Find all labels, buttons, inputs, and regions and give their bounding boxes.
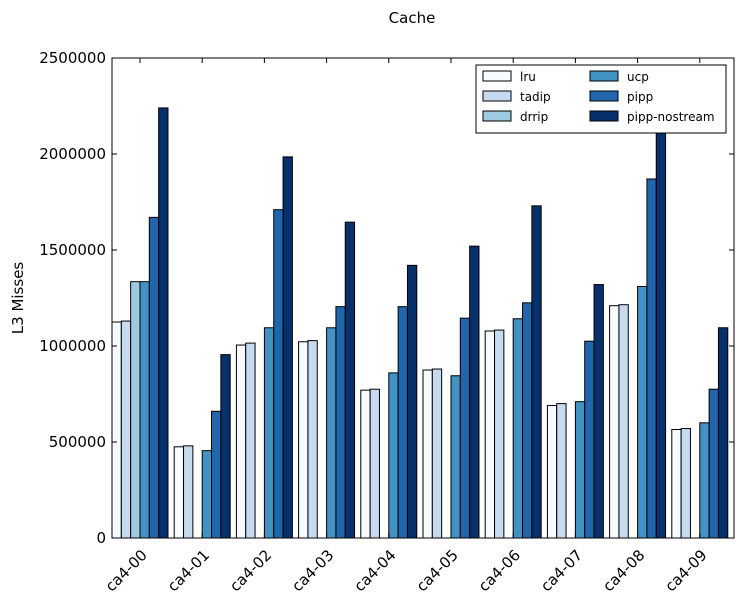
x-tick-label-ca4-00: ca4-00 — [102, 546, 151, 595]
bar-pipp-nostream-ca4-05 — [469, 245, 480, 539]
bar-pipp-nostream-ca4-08 — [655, 128, 667, 539]
bar-tadip-ca4-06 — [494, 329, 505, 539]
bar-tadip-ca4-07 — [556, 403, 567, 539]
bar-ucp-ca4-06 — [512, 318, 524, 539]
x-tick-label-ca4-08: ca4-08 — [599, 546, 648, 595]
y-axis-label: L3 Misses — [9, 262, 27, 335]
x-tick-label-ca4-06: ca4-06 — [475, 546, 524, 595]
x-tick-label-ca4-02: ca4-02 — [226, 546, 275, 595]
bar-pipp-ca4-07 — [584, 340, 595, 539]
legend-label-lru: lru — [520, 70, 536, 84]
bar-lru-ca4-00 — [111, 321, 122, 539]
bars-layer — [111, 107, 729, 539]
legend-label-pipp-nostream: pipp-nostream — [627, 110, 715, 124]
bar-ucp-ca4-04 — [388, 372, 399, 539]
bar-lru-ca4-06 — [484, 330, 496, 539]
bar-ucp-ca4-07 — [574, 401, 586, 539]
legend: lru tadip drrip ucp pipp pipp-nostream — [475, 64, 727, 134]
bar-ucp-ca4-08 — [637, 285, 648, 539]
bar-pipp-ca4-02 — [273, 209, 284, 539]
bar-ucp-ca4-03 — [326, 327, 337, 539]
bar-ucp-ca4-01 — [201, 450, 213, 539]
bar-ucp-ca4-09 — [699, 422, 710, 539]
bar-pipp-ca4-06 — [522, 302, 533, 539]
bar-pipp-nostream-ca4-03 — [344, 221, 356, 539]
bar-ucp-ca4-05 — [450, 375, 461, 539]
y-tick-label: 1000000 — [39, 337, 106, 355]
bar-drrip-ca4-00 — [130, 281, 141, 539]
bar-pipp-ca4-01 — [211, 410, 222, 539]
bar-pipp-nostream-ca4-04 — [406, 264, 418, 539]
bar-lru-ca4-08 — [609, 305, 620, 539]
bar-tadip-ca4-05 — [431, 368, 443, 539]
x-tick-label-ca4-09: ca4-09 — [661, 546, 710, 595]
bar-tadip-ca4-04 — [369, 388, 380, 539]
bar-pipp-ca4-05 — [459, 317, 471, 539]
legend-label-pipp: pipp — [627, 90, 653, 104]
bar-lru-ca4-02 — [235, 344, 247, 539]
bar-tadip-ca4-00 — [120, 320, 132, 539]
y-tick-label: 0 — [96, 529, 106, 547]
bar-pipp-ca4-00 — [148, 216, 160, 539]
legend-swatch-pipp-nostream — [589, 110, 619, 122]
bar-pipp-nostream-ca4-09 — [717, 327, 729, 539]
legend-swatch-drrip — [482, 110, 512, 122]
bar-pipp-nostream-ca4-06 — [531, 205, 542, 539]
x-tick-label-ca4-07: ca4-07 — [537, 546, 586, 595]
legend-swatch-ucp — [589, 70, 619, 82]
bar-tadip-ca4-02 — [245, 342, 256, 539]
y-tick-label: 2500000 — [39, 49, 106, 67]
bar-pipp-nostream-ca4-02 — [282, 156, 293, 539]
plot-frame — [111, 57, 735, 539]
legend-swatch-pipp — [589, 90, 619, 102]
y-tick-label: 500000 — [49, 433, 106, 451]
bar-lru-ca4-03 — [298, 341, 309, 539]
bar-lru-ca4-05 — [422, 369, 433, 539]
legend-label-tadip: tadip — [520, 90, 551, 104]
bar-tadip-ca4-08 — [618, 304, 629, 539]
bar-pipp-ca4-04 — [397, 306, 408, 539]
bar-lru-ca4-04 — [360, 389, 371, 539]
x-tick-label-ca4-03: ca4-03 — [288, 546, 337, 595]
bar-tadip-ca4-01 — [183, 445, 194, 539]
bar-pipp-ca4-09 — [708, 388, 719, 539]
bar-lru-ca4-07 — [546, 405, 558, 539]
y-tick-label: 1500000 — [39, 241, 106, 259]
chart-title: Cache — [389, 9, 436, 27]
x-tick-label-ca4-01: ca4-01 — [164, 546, 213, 595]
bar-ucp-ca4-02 — [263, 327, 275, 539]
bar-tadip-ca4-03 — [307, 340, 318, 539]
y-tick-label: 2000000 — [39, 145, 106, 163]
bar-pipp-nostream-ca4-00 — [158, 107, 169, 539]
bar-tadip-ca4-09 — [680, 428, 691, 539]
bar-lru-ca4-01 — [173, 446, 185, 539]
bar-pipp-ca4-08 — [646, 178, 657, 539]
bar-pipp-nostream-ca4-07 — [593, 284, 604, 539]
bar-ucp-ca4-00 — [139, 281, 150, 539]
bar-lru-ca4-09 — [671, 429, 682, 539]
bar-pipp-ca4-03 — [335, 306, 346, 539]
legend-label-drrip: drrip — [520, 110, 548, 124]
legend-label-ucp: ucp — [627, 70, 649, 84]
x-tick-label-ca4-05: ca4-05 — [413, 546, 462, 595]
legend-swatch-lru — [482, 70, 512, 82]
x-tick-label-ca4-04: ca4-04 — [350, 546, 399, 595]
bar-pipp-nostream-ca4-01 — [220, 354, 231, 539]
legend-swatch-tadip — [482, 90, 512, 102]
